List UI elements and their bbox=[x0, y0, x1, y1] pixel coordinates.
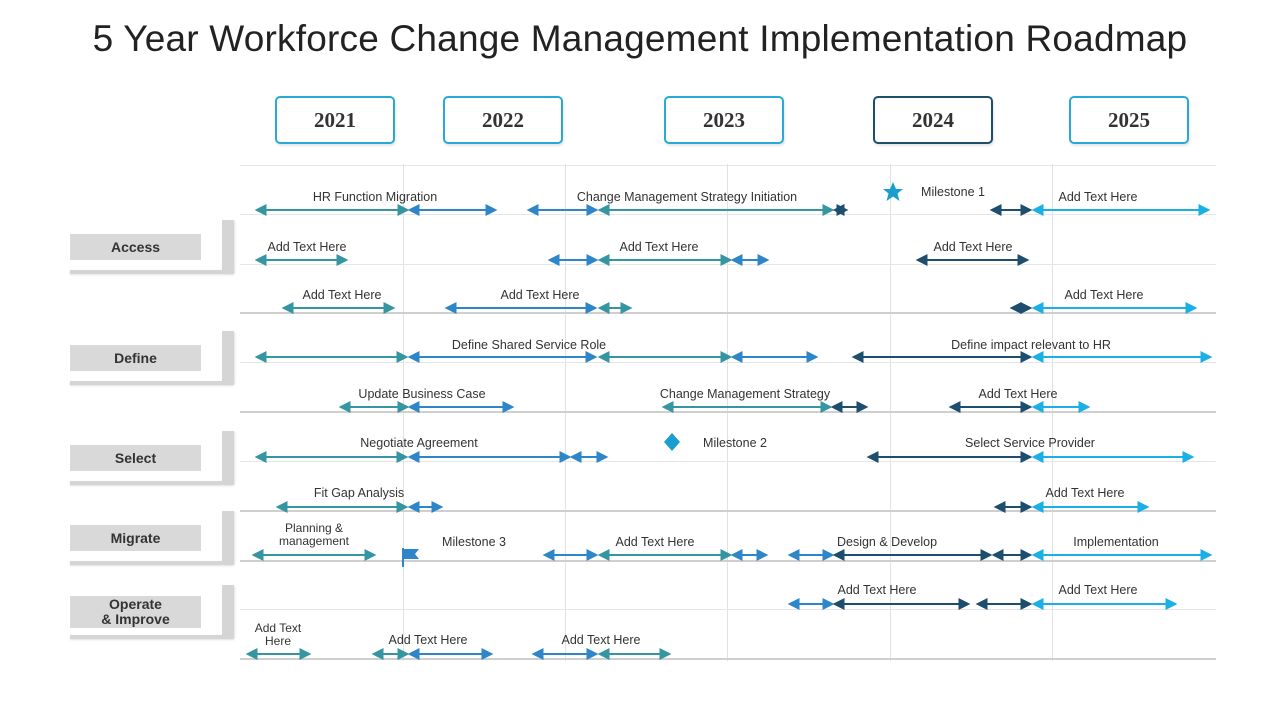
milestone-label: Milestone 3 bbox=[442, 535, 506, 549]
category-bracket bbox=[70, 561, 234, 565]
milestone-label: Milestone 1 bbox=[921, 185, 985, 199]
grid-hline bbox=[240, 461, 1216, 462]
year-box-2021: 2021 bbox=[275, 96, 395, 144]
task-label: Add Text Here bbox=[1064, 288, 1144, 302]
task-label: HR Function Migration bbox=[312, 190, 438, 204]
category-bracket bbox=[222, 511, 234, 563]
task-label: Add Text Here bbox=[1058, 190, 1138, 204]
task-label: Add Text Here bbox=[302, 288, 382, 302]
task-label: Negotiate Agreement bbox=[360, 436, 478, 450]
category-bracket bbox=[70, 381, 234, 385]
task-label: Add Text Here bbox=[1058, 583, 1138, 597]
task-label: Select Service Provider bbox=[965, 436, 1095, 450]
task-label: Add Text Here bbox=[388, 633, 468, 647]
category-bracket bbox=[222, 331, 234, 383]
task-label: Change Management Strategy Initiation bbox=[576, 190, 798, 204]
grid-hline-group bbox=[240, 411, 1216, 413]
task-label: Fit Gap Analysis bbox=[313, 486, 405, 500]
task-label: Add Text Here bbox=[500, 288, 580, 302]
category-bracket bbox=[70, 270, 234, 274]
task-label: Add Text Here bbox=[267, 240, 347, 254]
category-access: Access bbox=[70, 234, 201, 260]
flag-icon bbox=[402, 548, 419, 567]
year-box-2023: 2023 bbox=[664, 96, 784, 144]
task-label: Define Shared Service Role bbox=[451, 338, 607, 352]
star-icon bbox=[883, 182, 903, 201]
grid-hline bbox=[240, 362, 1216, 363]
category-bracket bbox=[222, 431, 234, 483]
task-label: Update Business Case bbox=[358, 387, 486, 401]
grid-hline bbox=[240, 214, 1216, 215]
task-label: Add Text Here bbox=[619, 240, 699, 254]
category-migrate: Migrate bbox=[70, 525, 201, 551]
year-box-2024: 2024 bbox=[873, 96, 993, 144]
category-bracket bbox=[70, 635, 234, 639]
grid-hline-group bbox=[240, 510, 1216, 512]
task-label: Add Text Here bbox=[615, 535, 695, 549]
category-select: Select bbox=[70, 445, 201, 471]
task-label: Design & Develop bbox=[836, 535, 938, 549]
grid-hline bbox=[240, 165, 1216, 166]
task-label: Add Text Here bbox=[933, 240, 1013, 254]
year-box-2022: 2022 bbox=[443, 96, 563, 144]
category-operate-improve: Operate & Improve bbox=[70, 596, 201, 628]
page-title: 5 Year Workforce Change Management Imple… bbox=[92, 18, 1188, 59]
diamond-icon bbox=[664, 433, 680, 451]
task-label: Planning & management bbox=[278, 521, 350, 548]
category-bracket bbox=[222, 220, 234, 272]
task-label: Define impact relevant to HR bbox=[951, 338, 1111, 352]
grid-hline-group bbox=[240, 312, 1216, 314]
milestone-label: Milestone 2 bbox=[703, 436, 767, 450]
task-label: Add Text Here bbox=[978, 387, 1058, 401]
grid-hline-group bbox=[240, 560, 1216, 562]
category-define: Define bbox=[70, 345, 201, 371]
task-label: Add Text Here bbox=[254, 621, 302, 648]
year-box-2025: 2025 bbox=[1069, 96, 1189, 144]
task-label: Implementation bbox=[1073, 535, 1159, 549]
task-label: Add Text Here bbox=[1045, 486, 1125, 500]
task-label: Add Text Here bbox=[837, 583, 917, 597]
grid-hline bbox=[240, 609, 1216, 610]
grid-hline-group bbox=[240, 658, 1216, 660]
category-bracket bbox=[70, 481, 234, 485]
task-label: Change Management Strategy bbox=[659, 387, 831, 401]
grid-hline bbox=[240, 264, 1216, 265]
category-bracket bbox=[222, 585, 234, 637]
task-label: Add Text Here bbox=[561, 633, 641, 647]
